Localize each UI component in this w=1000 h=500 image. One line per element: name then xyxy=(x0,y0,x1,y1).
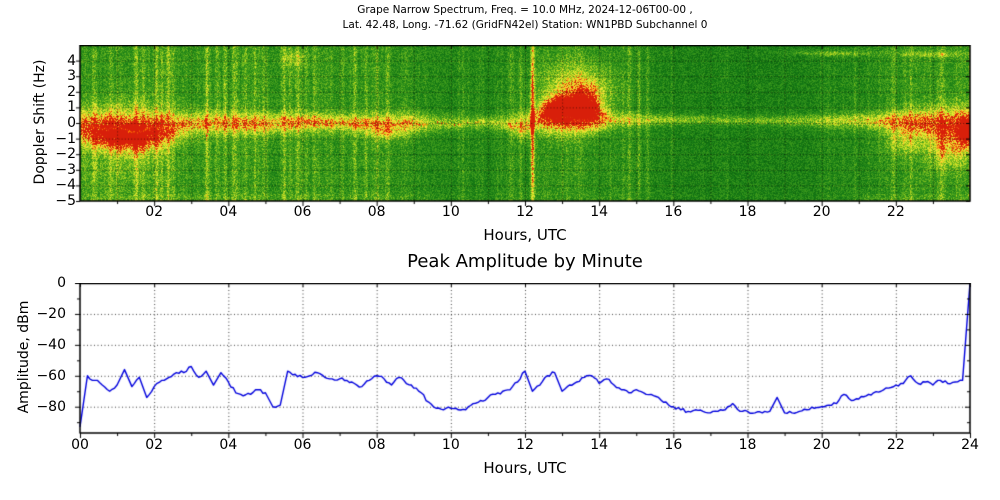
tick-label: 06 xyxy=(293,204,312,220)
tick-label: 10 xyxy=(441,437,460,453)
tick-label: 2 xyxy=(67,83,76,100)
tick-label: 0 xyxy=(67,115,76,131)
tick-label: 16 xyxy=(664,204,683,220)
tick-label: −60 xyxy=(36,367,66,384)
tick-label: −2 xyxy=(55,146,76,163)
tick-label: 4 xyxy=(67,52,76,69)
tick-label: 14 xyxy=(590,437,609,453)
amplitude-x-axis-label: Hours, UTC xyxy=(483,459,567,477)
tick-label: −80 xyxy=(36,398,66,415)
tick-label: 12 xyxy=(516,204,534,220)
tick-label: 06 xyxy=(293,437,312,453)
tick-label: 12 xyxy=(516,437,534,453)
figure-title: Grape Narrow Spectrum, Freq. = 10.0 MHz,… xyxy=(80,3,970,33)
tick-label: 22 xyxy=(886,437,905,453)
tick-label: 02 xyxy=(145,204,164,220)
tick-label: −1 xyxy=(55,130,76,147)
tick-label: 14 xyxy=(590,204,609,220)
tick-label: 04 xyxy=(219,437,238,453)
tick-label: 22 xyxy=(886,204,905,220)
tick-label: 20 xyxy=(812,204,831,220)
peak-amplitude-plot xyxy=(72,283,978,447)
tick-label: −5 xyxy=(55,193,76,209)
tick-label: −4 xyxy=(55,177,76,194)
tick-label: 18 xyxy=(738,204,757,220)
spectrogram-x-axis-label: Hours, UTC xyxy=(483,226,567,244)
tick-label: 18 xyxy=(738,437,757,453)
tick-label: 1 xyxy=(67,99,76,116)
amplitude-plot-title: Peak Amplitude by Minute xyxy=(407,251,643,272)
figure-title-line1: Grape Narrow Spectrum, Freq. = 10.0 MHz,… xyxy=(357,4,693,16)
tick-label: 00 xyxy=(71,437,89,453)
tick-label: 02 xyxy=(145,437,164,453)
tick-label: 08 xyxy=(367,437,386,453)
tick-label: 08 xyxy=(367,204,386,220)
figure-title-line2: Lat. 42.48, Long. -71.62 (GridFN42el) St… xyxy=(342,19,708,31)
tick-label: 16 xyxy=(664,437,683,453)
tick-label: 3 xyxy=(67,68,76,85)
tick-label: −3 xyxy=(55,161,76,178)
tick-label: 10 xyxy=(441,204,460,220)
tick-label: 04 xyxy=(219,204,238,220)
tick-label: 20 xyxy=(812,437,831,453)
tick-label: −40 xyxy=(36,336,66,353)
tick-label: 24 xyxy=(961,437,979,453)
doppler-spectrogram-plot xyxy=(72,45,978,215)
tick-label: −20 xyxy=(36,305,66,322)
tick-label: 0 xyxy=(57,275,66,291)
